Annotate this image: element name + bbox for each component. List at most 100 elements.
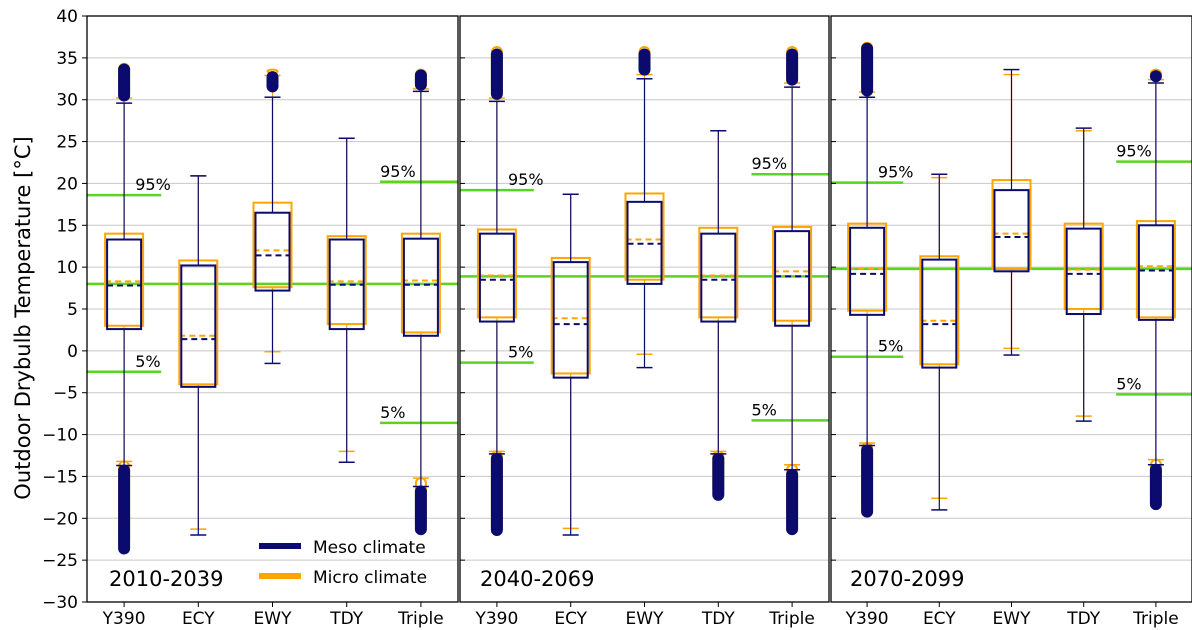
y-tick-label: 0 xyxy=(67,342,78,362)
meso-box-ewy xyxy=(993,68,1030,356)
outlier-cluster xyxy=(786,468,799,536)
box-iqr xyxy=(1137,224,1174,321)
outlier-cluster xyxy=(1149,70,1162,83)
x-tick-label: Y390 xyxy=(102,609,146,629)
x-tick-label: EWY xyxy=(254,609,293,629)
x-tick-label: TDY xyxy=(329,609,364,629)
meso-box-ewy xyxy=(254,71,291,365)
box-iqr xyxy=(849,226,886,316)
outlier-cluster xyxy=(712,452,725,501)
outlier-cluster xyxy=(490,48,503,100)
meso-box-ecy xyxy=(921,173,958,511)
p95-label: 95% xyxy=(1116,142,1152,161)
box-iqr xyxy=(476,228,517,319)
axes-layer: −30 −25 −20 −15 −10 −5 0 5 10 15 20 25 30 35 40 Y390 ECY… xyxy=(42,7,1179,629)
box-iqr xyxy=(402,237,439,337)
meso-box-ecy xyxy=(180,175,217,536)
meso-box-triple xyxy=(774,48,811,536)
x-tick-label: Y390 xyxy=(474,609,518,629)
outlier-cluster xyxy=(118,464,131,555)
x-tick-label: ECY xyxy=(554,609,587,629)
x-tick-label: TDY xyxy=(701,609,736,629)
box-iqr xyxy=(993,189,1030,273)
outlier-cluster xyxy=(414,485,427,536)
box-iqr xyxy=(178,259,219,386)
p95-label: 95% xyxy=(752,154,788,173)
y-tick-label: −5 xyxy=(53,384,78,404)
x-tick-label: TDY xyxy=(1066,609,1101,629)
x-tick-label: Y390 xyxy=(845,609,889,629)
legend-micro-label: Micro climate xyxy=(313,568,427,588)
meso-box-y390 xyxy=(478,48,515,537)
panel-2-title: 2040-2069 xyxy=(480,567,594,591)
box-iqr xyxy=(921,258,958,369)
panel-1-title: 2010-2039 xyxy=(109,567,223,591)
y-tick-label: 10 xyxy=(56,258,78,278)
p5-label: 5% xyxy=(135,352,160,371)
y-tick-label: −25 xyxy=(42,551,78,571)
outlier-cluster xyxy=(786,48,799,86)
y-tick-label: 40 xyxy=(56,7,78,27)
y-tick-label: 35 xyxy=(56,49,78,69)
p5-label: 5% xyxy=(1116,374,1141,393)
meso-box-y390 xyxy=(849,42,886,518)
p5-label: 5% xyxy=(752,400,777,419)
x-tick-label: ECY xyxy=(182,609,215,629)
x-tick-label: ECY xyxy=(923,609,956,629)
outlier-cluster xyxy=(266,71,279,93)
grid-layer xyxy=(87,57,1192,561)
box-iqr xyxy=(106,238,143,331)
legend-meso-label: Meso climate xyxy=(313,538,426,558)
meso-box-ecy xyxy=(552,193,589,536)
box-iqr xyxy=(104,232,145,327)
outlier-cluster xyxy=(861,42,874,97)
box-iqr xyxy=(700,232,737,323)
y-tick-label: −20 xyxy=(42,509,78,529)
box-iqr xyxy=(991,179,1032,270)
p5-label: 5% xyxy=(508,343,533,362)
box-iqr xyxy=(326,235,367,326)
box-iqr xyxy=(772,225,813,322)
box-iqr xyxy=(478,232,515,323)
meso-box-triple xyxy=(402,69,439,536)
meso-box-tdy xyxy=(700,129,737,501)
outlier-cluster xyxy=(490,452,503,537)
x-tick-label: Triple xyxy=(768,609,815,629)
boxes-layer xyxy=(104,41,1176,555)
y-tick-label: −10 xyxy=(42,426,78,446)
y-tick-label: 25 xyxy=(56,133,78,153)
y-tick-label: 30 xyxy=(56,91,78,111)
panel-3-title: 2070-2099 xyxy=(850,567,964,591)
p5-label: 5% xyxy=(380,403,405,422)
p95-label: 95% xyxy=(380,162,416,181)
outlier-cluster xyxy=(1149,463,1162,511)
p95-label: 95% xyxy=(508,170,544,189)
box-iqr xyxy=(552,261,589,379)
x-tick-label: Triple xyxy=(1132,609,1179,629)
x-tick-label: EWY xyxy=(993,609,1032,629)
meso-box-ewy xyxy=(626,48,663,369)
box-iqr xyxy=(774,230,811,327)
x-tick-label: Triple xyxy=(397,609,444,629)
p5-label: 5% xyxy=(878,337,903,356)
x-tick-label: EWY xyxy=(626,609,665,629)
legend: Meso climate Micro climate xyxy=(259,538,427,588)
outlier-cluster xyxy=(118,63,131,102)
reference-lines-layer: 95% 95% 5% 5% 95% 95% 5% 5% 95% 95% 5% 5% xyxy=(87,142,1192,425)
y-tick-label: −15 xyxy=(42,467,78,487)
p95-label: 95% xyxy=(878,163,914,182)
box-iqr xyxy=(180,264,217,388)
outlier-cluster xyxy=(861,444,874,518)
meso-box-tdy xyxy=(1065,127,1102,422)
meso-box-tdy xyxy=(328,137,365,463)
meso-box-triple xyxy=(1137,70,1174,511)
box-iqr xyxy=(919,255,960,366)
outlier-cluster xyxy=(638,48,651,76)
outlier-cluster xyxy=(414,69,427,91)
box-iqr xyxy=(1065,227,1102,316)
p95-label: 95% xyxy=(135,175,171,194)
meso-box-y390 xyxy=(106,63,143,555)
y-axis-label: Outdoor Drybulb Temperature [°C] xyxy=(11,136,35,499)
y-tick-label: 5 xyxy=(67,300,78,320)
